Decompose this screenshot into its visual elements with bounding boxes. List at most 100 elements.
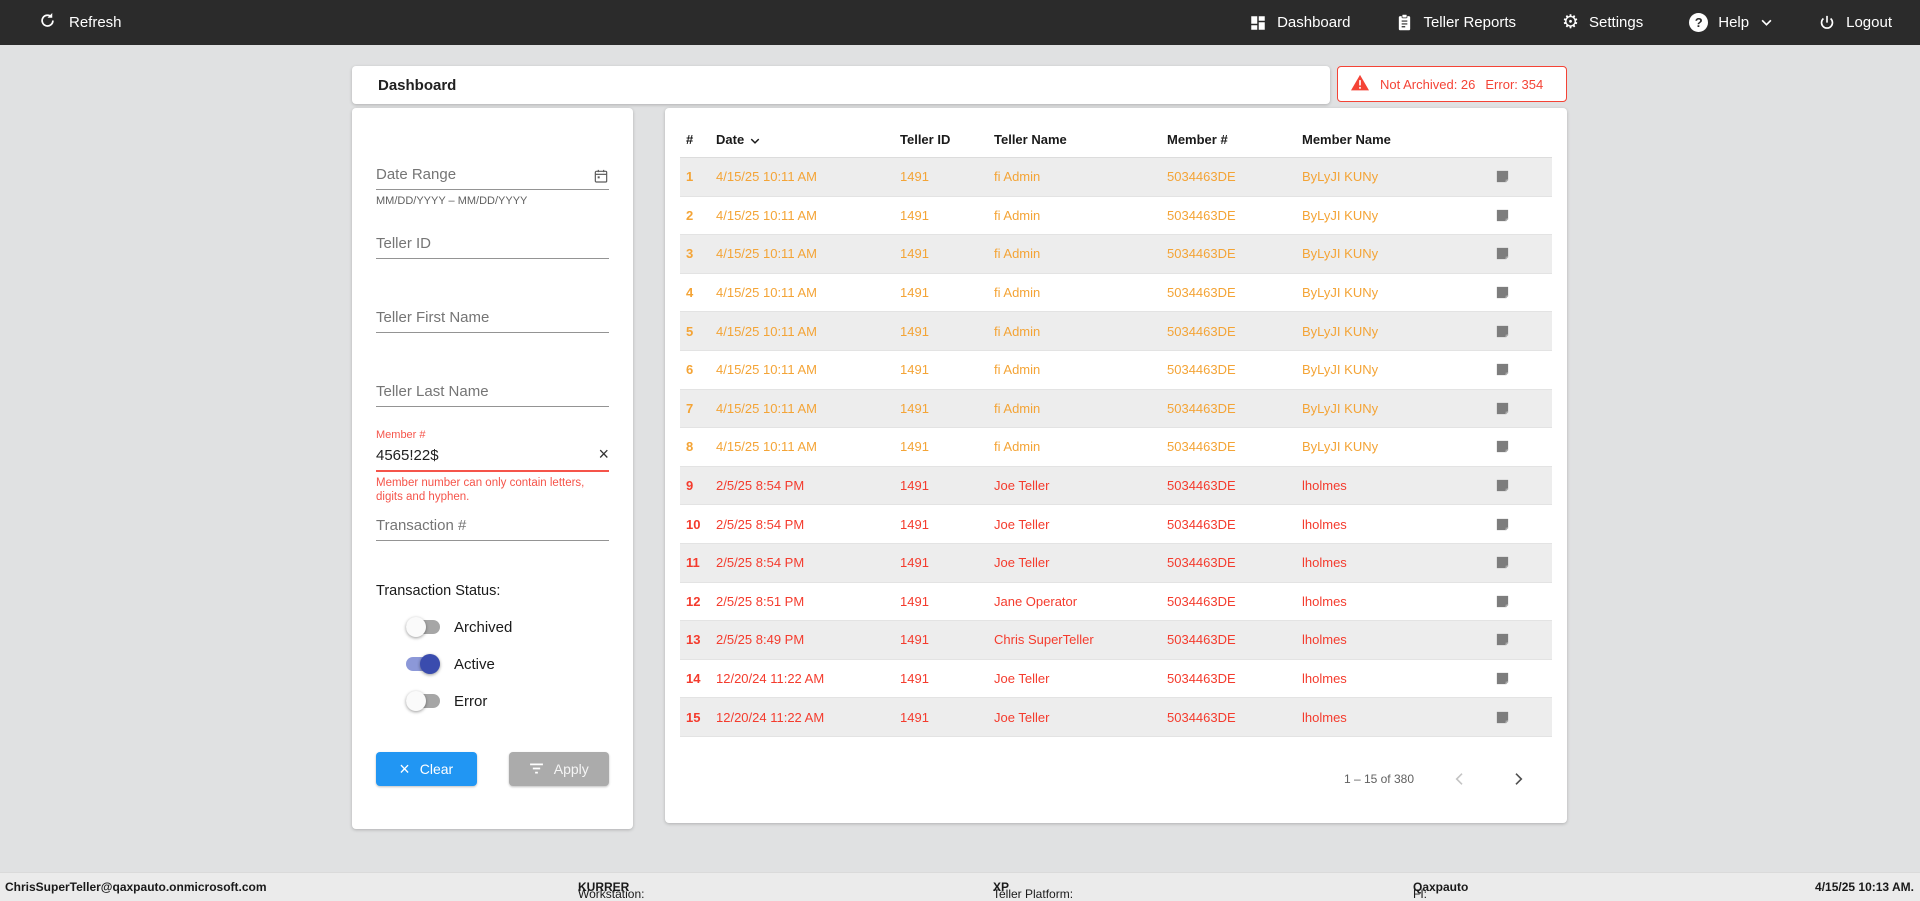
nav-help-label: Help	[1718, 14, 1750, 31]
teller-first-name-input[interactable]	[376, 305, 609, 333]
toggle-label: Active	[454, 655, 495, 673]
col-header-member-num: Member #	[1167, 132, 1228, 147]
gear-icon: ⚙	[1562, 12, 1580, 33]
table-row[interactable]: 14 12/20/24 11:22 AM 1491 Joe Teller 503…	[680, 659, 1552, 699]
row-member-num: 5034463DE	[1167, 246, 1236, 262]
note-icon[interactable]	[1495, 555, 1510, 570]
date-range-field: MM/DD/YYYY – MM/DD/YYYY	[376, 162, 609, 207]
prev-page-button[interactable]	[1448, 767, 1472, 791]
table-row[interactable]: 10 2/5/25 8:54 PM 1491 Joe Teller 503446…	[680, 505, 1552, 544]
row-number: 11	[686, 555, 700, 571]
member-number-input[interactable]	[376, 443, 609, 472]
row-member-name: ByLyJI KUNy	[1302, 246, 1379, 262]
row-date: 4/15/25 10:11 AM	[716, 400, 817, 416]
apply-button-label: Apply	[553, 760, 589, 777]
row-member-name: ByLyJI KUNy	[1302, 362, 1379, 378]
note-icon[interactable]	[1495, 401, 1510, 416]
nav-settings[interactable]: ⚙ Settings	[1562, 13, 1643, 32]
refresh-button[interactable]: Refresh	[38, 11, 122, 34]
note-icon[interactable]	[1495, 671, 1510, 686]
table-row[interactable]: 1 4/15/25 10:11 AM 1491 fi Admin 5034463…	[680, 158, 1552, 197]
row-number: 9	[686, 478, 694, 494]
date-range-input[interactable]	[376, 162, 609, 190]
note-icon[interactable]	[1495, 208, 1510, 223]
clear-field-icon[interactable]: ×	[598, 444, 609, 464]
error-count: Error: 354	[1485, 76, 1544, 92]
note-icon[interactable]	[1495, 439, 1510, 454]
row-teller-id: 1491	[900, 516, 929, 532]
teller-id-input[interactable]	[376, 231, 609, 259]
row-member-num: 5034463DE	[1167, 516, 1236, 532]
note-icon[interactable]	[1495, 285, 1510, 300]
clear-button[interactable]: × Clear	[376, 751, 477, 786]
next-page-button[interactable]	[1506, 767, 1530, 791]
note-icon[interactable]	[1495, 246, 1510, 261]
dashboard-icon	[1249, 14, 1267, 32]
note-icon[interactable]	[1495, 362, 1510, 377]
note-icon[interactable]	[1495, 517, 1510, 532]
toggle-error[interactable]: Error	[406, 691, 609, 712]
workstation-info: Workstation: KURRER	[578, 880, 645, 901]
fi-info: FI: Qaxpauto	[1413, 880, 1469, 901]
row-member-name: ByLyJI KUNy	[1302, 207, 1379, 223]
toggle-active[interactable]: Active	[406, 654, 609, 675]
table-row[interactable]: 12 2/5/25 8:51 PM 1491 Jane Operator 503…	[680, 582, 1552, 622]
nav-logout[interactable]: Logout	[1818, 14, 1892, 32]
clipboard-icon	[1396, 13, 1413, 32]
calendar-icon[interactable]	[593, 168, 609, 189]
table-row[interactable]: 9 2/5/25 8:54 PM 1491 Joe Teller 5034463…	[680, 466, 1552, 506]
table-row[interactable]: 7 4/15/25 10:11 AM 1491 fi Admin 5034463…	[680, 389, 1552, 429]
table-row[interactable]: 6 4/15/25 10:11 AM 1491 fi Admin 5034463…	[680, 350, 1552, 390]
member-number-error: Member number can only contain letters, …	[376, 477, 585, 503]
note-icon[interactable]	[1495, 478, 1510, 493]
row-teller-name: Joe Teller	[994, 516, 1050, 532]
clear-x-icon: ×	[399, 758, 410, 779]
row-teller-id: 1491	[900, 362, 929, 378]
toggle-archived[interactable]: Archived	[406, 617, 609, 638]
row-date: 2/5/25 8:49 PM	[716, 632, 805, 648]
nav-help[interactable]: ? Help	[1689, 13, 1772, 32]
row-teller-name: fi Admin	[994, 323, 1041, 339]
row-member-name: ByLyJI KUNy	[1302, 439, 1379, 455]
nav-settings-label: Settings	[1589, 14, 1644, 31]
note-icon[interactable]	[1495, 594, 1510, 609]
apply-button[interactable]: Apply	[508, 751, 609, 786]
note-icon[interactable]	[1495, 710, 1510, 725]
row-date: 4/15/25 10:11 AM	[716, 285, 817, 301]
toggle-label: Archived	[454, 618, 513, 636]
row-date: 2/5/25 8:51 PM	[716, 593, 805, 609]
row-number: 4	[686, 285, 694, 301]
table-row[interactable]: 3 4/15/25 10:11 AM 1491 fi Admin 5034463…	[680, 235, 1552, 274]
toggle-switch	[406, 691, 440, 712]
table-row[interactable]: 11 2/5/25 8:54 PM 1491 Joe Teller 503446…	[680, 543, 1552, 583]
table-row[interactable]: 4 4/15/25 10:11 AM 1491 fi Admin 5034463…	[680, 273, 1552, 313]
note-icon[interactable]	[1495, 632, 1510, 647]
nav-teller-reports[interactable]: Teller Reports	[1396, 13, 1516, 32]
table-row[interactable]: 15 12/20/24 11:22 AM 1491 Joe Teller 503…	[680, 698, 1552, 737]
row-date: 4/15/25 10:11 AM	[716, 246, 817, 262]
row-member-name: ByLyJI KUNy	[1302, 400, 1379, 416]
pagination: 1 – 15 of 380	[680, 767, 1552, 791]
row-teller-name: fi Admin	[994, 439, 1041, 455]
nav-dashboard[interactable]: Dashboard	[1249, 14, 1350, 32]
row-date: 2/5/25 8:54 PM	[716, 516, 805, 532]
transaction-number-input[interactable]	[376, 512, 609, 541]
note-icon[interactable]	[1495, 169, 1510, 184]
row-number: 3	[686, 246, 694, 262]
table-header-row: # Date Teller ID Teller Name Member # Me…	[680, 122, 1552, 158]
filter-icon	[529, 761, 544, 777]
table-row[interactable]: 2 4/15/25 10:11 AM 1491 fi Admin 5034463…	[680, 196, 1552, 236]
note-icon[interactable]	[1495, 324, 1510, 339]
table-row[interactable]: 8 4/15/25 10:11 AM 1491 fi Admin 5034463…	[680, 428, 1552, 467]
row-number: 10	[686, 516, 701, 532]
sort-desc-icon	[750, 132, 760, 147]
table-row[interactable]: 13 2/5/25 8:49 PM 1491 Chris SuperTeller…	[680, 621, 1552, 660]
table-row[interactable]: 5 4/15/25 10:11 AM 1491 fi Admin 5034463…	[680, 312, 1552, 351]
row-number: 6	[686, 362, 694, 378]
row-date: 4/15/25 10:11 AM	[716, 323, 817, 339]
col-header-teller-name: Teller Name	[994, 132, 1067, 147]
teller-last-name-input[interactable]	[376, 379, 609, 407]
toggle-label: Error	[454, 692, 488, 710]
member-number-label: Member #	[376, 429, 426, 441]
col-header-date[interactable]: Date	[716, 132, 900, 147]
